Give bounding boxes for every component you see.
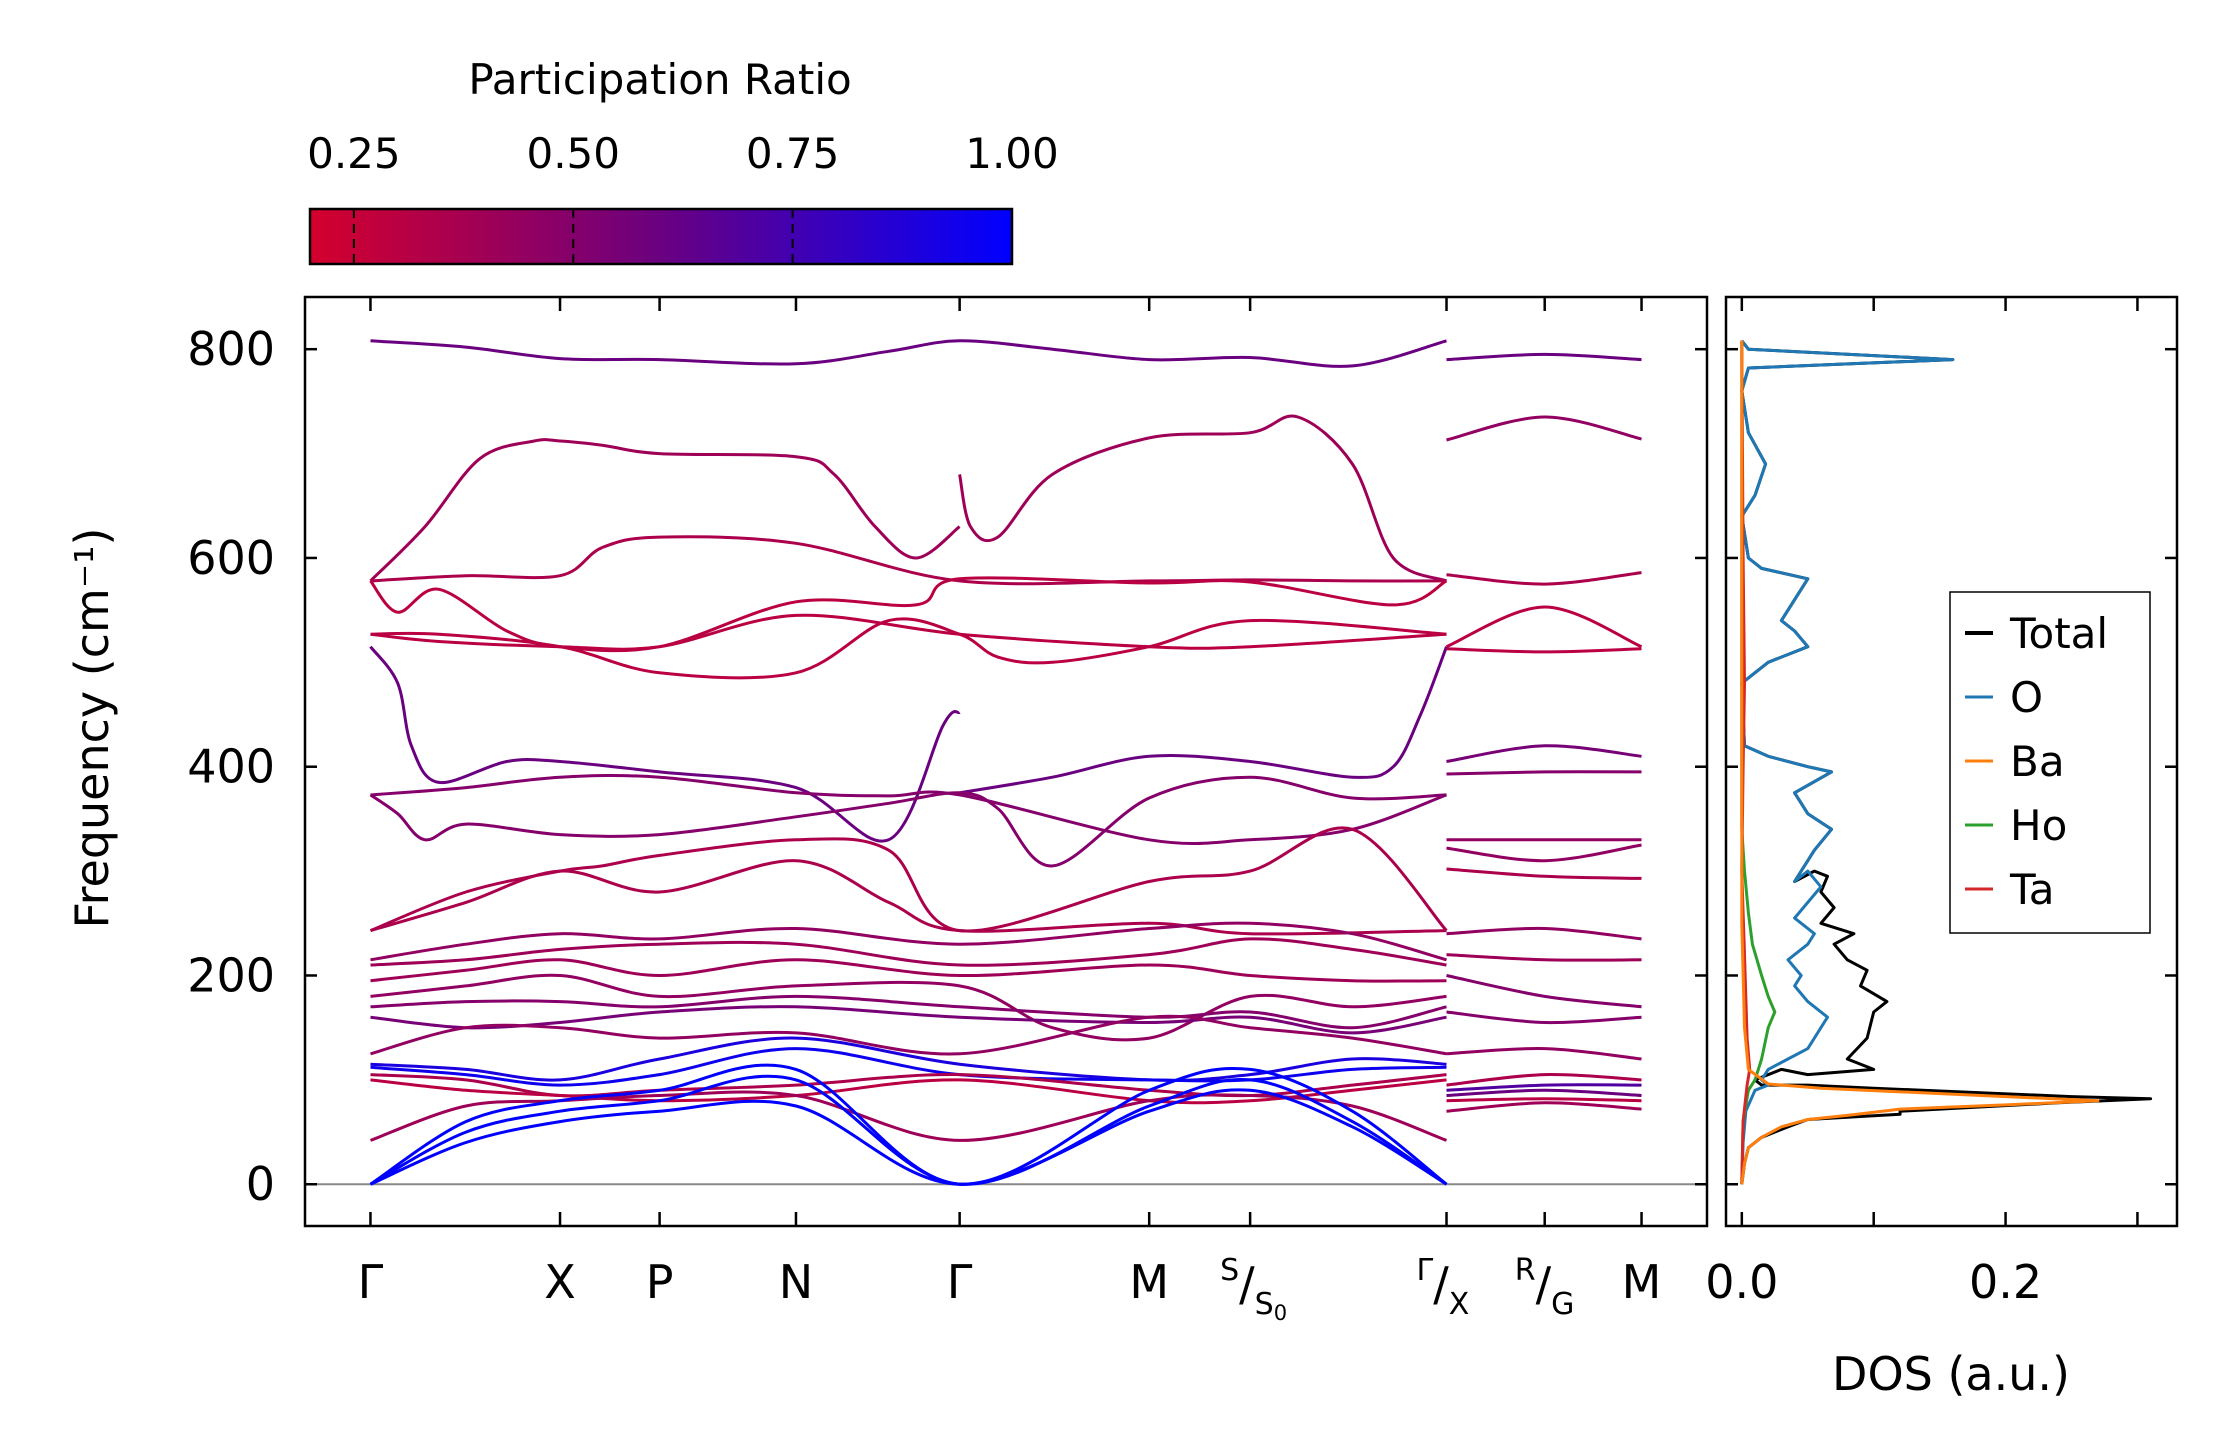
phonon-branch [370, 994, 1447, 1030]
phonon-branch-segment2 [1446, 415, 1642, 442]
phonon-branch-segment2 [1445, 605, 1643, 649]
phonon-branch [370, 613, 1447, 651]
x-tick-label: M [1129, 1255, 1169, 1309]
phonon-branch-segment2 [1446, 843, 1642, 863]
dos-x-tick-label: 0.2 [1969, 1255, 2042, 1309]
colorbar-tick-label: 0.75 [746, 129, 840, 178]
phonon-branch [370, 535, 1447, 586]
phonon-branch [370, 1005, 1447, 1035]
dos-panel: 0.0 0.2 DOS (a.u.) Total O Ba Ho Ta [1705, 295, 2179, 1401]
colorbar-tick-label: 0.25 [307, 129, 401, 178]
phonon-branch [369, 826, 1448, 933]
y-tick-label: 400 [187, 740, 275, 794]
dos-plot-frame [1724, 295, 2179, 1228]
phonon-branch [370, 859, 1447, 936]
phonon-branch [370, 1047, 1447, 1087]
dos-line-ba [1740, 340, 2100, 1185]
phonon-branch-segment2 [1446, 352, 1642, 362]
legend-label-o: O [2010, 673, 2043, 722]
phonon-branch-segment2 [1446, 1097, 1642, 1103]
dos-x-axis-label: DOS (a.u.) [1832, 1347, 2070, 1401]
phonon-branch-segment2 [1446, 926, 1642, 941]
phonon-branch [370, 1073, 1447, 1098]
legend-label-ba: Ba [2010, 737, 2065, 786]
colorbar: Participation Ratio 0.25 0.50 0.75 1.00 [307, 55, 1059, 266]
phonon-branch-segment2 [1446, 744, 1642, 763]
phonon-branch-segment2 [1446, 867, 1642, 880]
x-tick-label: Γ [947, 1255, 973, 1309]
phonon-branch-segment2 [1446, 1047, 1642, 1061]
x-tick-label: X [544, 1255, 576, 1309]
phonon-branch-segment2 [1446, 770, 1642, 776]
phonon-branch-segment2 [1446, 1101, 1642, 1113]
colorbar-label: Participation Ratio [468, 55, 851, 104]
colorbar-tick-label: 0.50 [526, 129, 620, 178]
phonon-branch-segment2 [1446, 1088, 1642, 1097]
phonon-branch [369, 1090, 1448, 1142]
phonon-branch [369, 1063, 1448, 1186]
phonon-branch-segment2 [1446, 1010, 1642, 1025]
dos-x-tick-label: 0.0 [1705, 1255, 1778, 1309]
phonon-branch [369, 1074, 1448, 1186]
band-plot-frame [303, 295, 1709, 1228]
phonon-branch [370, 1014, 1447, 1056]
phonon-branch-segment2 [1446, 1083, 1642, 1092]
dos-line-ho [1740, 340, 1777, 1185]
phonon-branch [369, 576, 1448, 653]
colorbar-gradient [308, 207, 1014, 266]
phonon-branch [958, 414, 1448, 583]
legend-label-ta: Ta [2009, 865, 2054, 914]
dos-line-o [1740, 339, 1955, 1185]
phonon-branch-segment2 [1446, 953, 1642, 962]
phonon-branch [370, 921, 1447, 962]
phonon-branch [370, 937, 1447, 967]
x-tick-label: Γ/X [1417, 1253, 1470, 1322]
phonon-branch [370, 958, 1447, 983]
phonon-branch [369, 1088, 1448, 1186]
x-tick-label: M [1622, 1255, 1662, 1309]
phonon-branch [369, 438, 961, 582]
y-tick-label: 600 [187, 531, 275, 585]
x-tick-label: R/G [1515, 1253, 1575, 1322]
phonon-branch-segment2 [1446, 974, 1642, 1009]
phonon-branch [369, 775, 1447, 868]
x-tick-label: Γ [358, 1255, 384, 1309]
phonon-branch-segment2 [1446, 1073, 1642, 1087]
phonon-branch [369, 645, 961, 843]
phonon-branch [959, 646, 1448, 795]
phonon-branch [370, 339, 1447, 368]
y-axis-label: Frequency (cm⁻¹) [65, 528, 119, 929]
legend-label-total: Total [2009, 609, 2108, 658]
y-tick-label: 800 [187, 322, 275, 376]
phonon-branch [370, 774, 1448, 846]
phonon-branch-segment2 [1446, 647, 1642, 654]
legend: Total O Ba Ho Ta [1949, 591, 2151, 934]
x-tick-label: N [779, 1255, 813, 1309]
phonon-branch-segment2 [1446, 571, 1642, 586]
x-tick-label: P [646, 1255, 674, 1309]
y-tick-label: 200 [187, 948, 275, 1002]
x-tick-label: S/S0 [1220, 1253, 1287, 1325]
colorbar-tick-label: 1.00 [965, 129, 1059, 178]
phonon-branch [370, 973, 1447, 1042]
legend-label-ho: Ho [2010, 801, 2067, 850]
dos-line-ta [1740, 340, 1752, 1185]
y-tick-label: 0 [246, 1157, 275, 1211]
band-structure-panel: Frequency (cm⁻¹) 0 200 400 600 800 Γ X P N Γ M S/S… [65, 295, 1709, 1325]
phonon-branch [370, 1036, 1447, 1082]
